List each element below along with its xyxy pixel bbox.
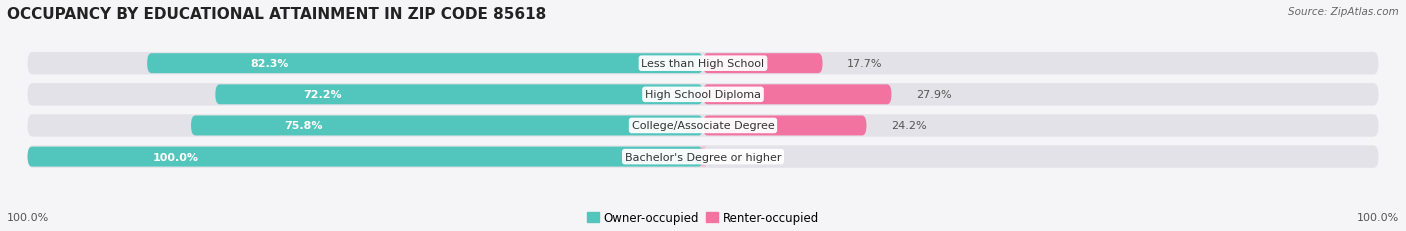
Text: OCCUPANCY BY EDUCATIONAL ATTAINMENT IN ZIP CODE 85618: OCCUPANCY BY EDUCATIONAL ATTAINMENT IN Z… — [7, 7, 547, 22]
Text: 100.0%: 100.0% — [1357, 212, 1399, 222]
Text: 27.9%: 27.9% — [915, 90, 952, 100]
FancyBboxPatch shape — [28, 84, 1378, 106]
FancyBboxPatch shape — [28, 146, 1378, 168]
FancyBboxPatch shape — [28, 53, 1378, 75]
FancyBboxPatch shape — [215, 85, 703, 105]
Text: 17.7%: 17.7% — [846, 59, 883, 69]
FancyBboxPatch shape — [28, 115, 1378, 137]
Text: 0.0%: 0.0% — [727, 152, 755, 162]
Text: Less than High School: Less than High School — [641, 59, 765, 69]
Text: 24.2%: 24.2% — [891, 121, 927, 131]
Legend: Owner-occupied, Renter-occupied: Owner-occupied, Renter-occupied — [586, 210, 820, 225]
Text: College/Associate Degree: College/Associate Degree — [631, 121, 775, 131]
FancyBboxPatch shape — [703, 54, 823, 74]
Text: 82.3%: 82.3% — [250, 59, 288, 69]
FancyBboxPatch shape — [28, 147, 703, 167]
FancyBboxPatch shape — [191, 116, 703, 136]
FancyBboxPatch shape — [699, 147, 707, 167]
FancyBboxPatch shape — [703, 116, 866, 136]
Text: 100.0%: 100.0% — [153, 152, 200, 162]
FancyBboxPatch shape — [148, 54, 703, 74]
Text: Bachelor's Degree or higher: Bachelor's Degree or higher — [624, 152, 782, 162]
FancyBboxPatch shape — [703, 85, 891, 105]
Text: 75.8%: 75.8% — [284, 121, 323, 131]
Text: 100.0%: 100.0% — [7, 212, 49, 222]
Text: 72.2%: 72.2% — [304, 90, 342, 100]
Text: High School Diploma: High School Diploma — [645, 90, 761, 100]
Text: Source: ZipAtlas.com: Source: ZipAtlas.com — [1288, 7, 1399, 17]
